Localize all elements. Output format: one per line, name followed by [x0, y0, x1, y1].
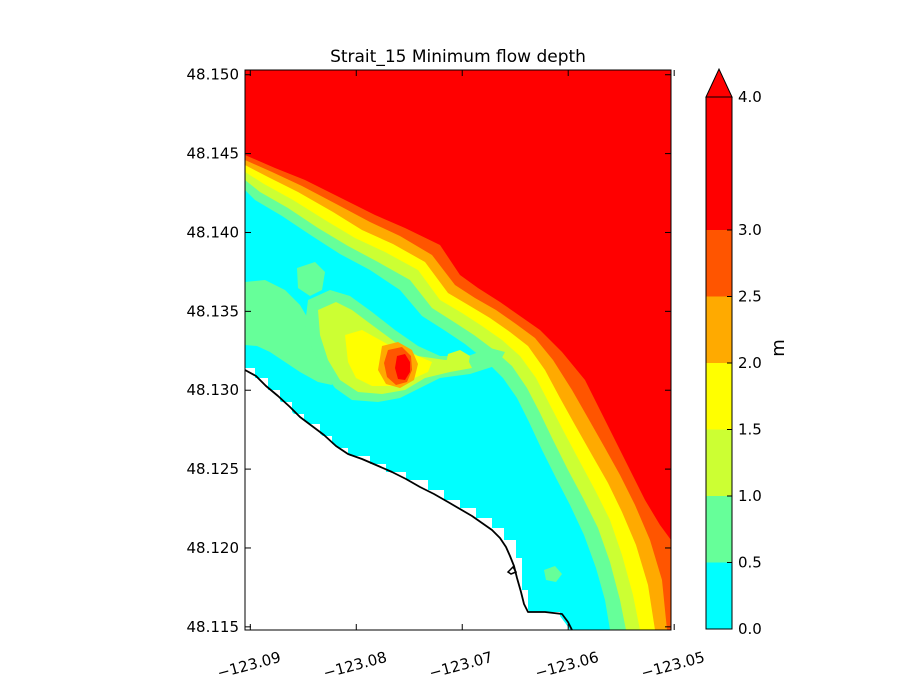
colorbar-tick-label: 0.0	[738, 620, 762, 638]
shoal-patch-north	[297, 262, 325, 296]
colorbar-block	[706, 429, 732, 496]
colorbar-tick-label: 1.0	[738, 487, 762, 505]
colorbar-ticks: 0.0 0.5 1.0 1.5 2.0 2.5 3.0 4.0	[727, 88, 762, 638]
colorbar-tick-label: 1.5	[738, 421, 762, 439]
shoal-patch-west	[245, 280, 332, 385]
y-tick-label: 48.125	[187, 460, 240, 478]
y-tick-label: 48.145	[187, 145, 240, 163]
x-tick-label: −123.09	[215, 648, 283, 682]
islet	[506, 565, 518, 575]
coastline	[245, 369, 573, 630]
colorbar-extend-triangle	[705, 67, 733, 98]
lime-patch-east	[446, 350, 470, 370]
colorbar: 0.0 0.5 1.0 1.5 2.0 2.5 3.0 4.0 m	[705, 67, 789, 638]
x-tick-label: −123.08	[321, 648, 389, 682]
x-tick-label: −123.07	[427, 648, 495, 682]
colorbar-tick-label: 4.0	[738, 88, 762, 106]
hotspot-deep	[395, 354, 410, 380]
colorbar-tick-label: 2.0	[738, 354, 762, 372]
colorbar-block	[706, 363, 732, 430]
green-patch-south	[544, 566, 562, 582]
colorbar-block	[706, 230, 732, 297]
y-tick-label: 48.130	[187, 381, 240, 399]
colorbar-blocks	[706, 97, 732, 629]
colorbar-tick-label: 2.5	[738, 288, 762, 306]
plot-frame	[244, 69, 672, 631]
y-tick-label: 48.120	[187, 539, 240, 557]
x-tick-label: −123.06	[533, 648, 601, 682]
y-tick-label: 48.150	[187, 66, 240, 84]
colorbar-block	[706, 296, 732, 363]
y-tick-label: 48.135	[187, 302, 240, 320]
colorbar-label: m	[768, 339, 789, 357]
y-axis: 48.115 48.120 48.125 48.130 48.135 48.140 48.1…	[187, 66, 671, 636]
y-tick-label: 48.115	[187, 618, 240, 636]
chart-title: Strait_15 Minimum flow depth	[330, 47, 586, 67]
x-tick-label: −123.05	[639, 648, 707, 682]
colorbar-block	[706, 97, 732, 230]
colorbar-tick-label: 3.0	[738, 221, 762, 239]
plot-area	[245, 70, 671, 630]
land-mask-steps	[245, 368, 560, 630]
y-tick-label: 48.140	[187, 223, 240, 241]
colorbar-block	[706, 496, 732, 563]
colorbar-tick-label: 0.5	[738, 554, 762, 572]
colorbar-block	[706, 562, 732, 629]
